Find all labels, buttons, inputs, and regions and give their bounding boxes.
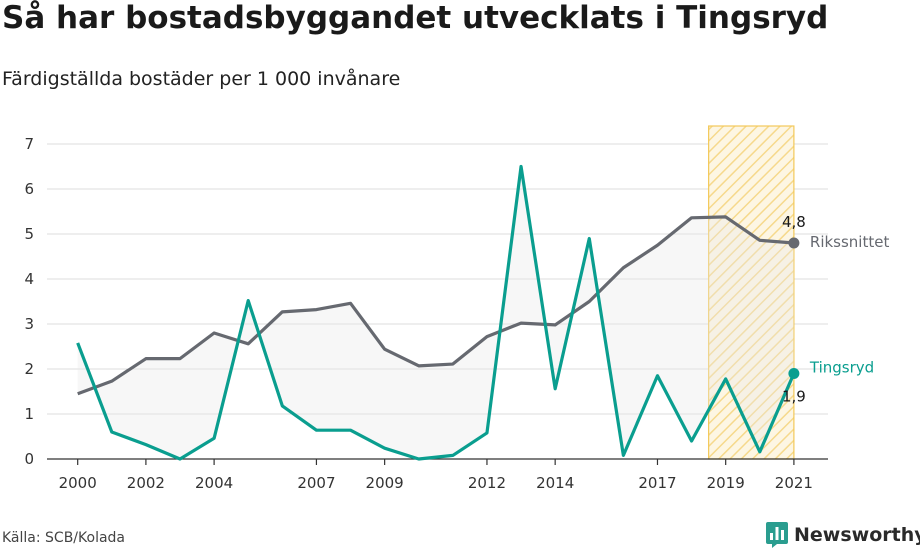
source-note: Källa: SCB/Kolada: [2, 530, 126, 546]
x-tick-label: 2000: [59, 474, 97, 492]
series-line-tingsryd: [76, 164, 796, 461]
series: [76, 164, 800, 461]
y-tick-label: 3: [24, 315, 34, 333]
y-tick-label: 7: [24, 135, 34, 153]
x-tick-label: 2014: [536, 474, 574, 492]
x-tick-label: 2007: [297, 474, 335, 492]
series-line-riket: [77, 215, 795, 396]
difference-fill: [77, 166, 794, 459]
area-between-series: [77, 166, 794, 459]
grid: [47, 143, 828, 415]
series-name-riket: Rikssnittet: [810, 233, 890, 251]
x-tick-label: 2012: [468, 474, 506, 492]
y-tick-label: 4: [24, 270, 34, 288]
x-tick-label: 2004: [195, 474, 233, 492]
x-tick-label: 2002: [127, 474, 165, 492]
newsworthy-logo-icon: [766, 522, 788, 548]
chart-title: Så har bostadsbyggandet utvecklats i Tin…: [2, 0, 829, 36]
end-value-tingsryd: 1,9: [782, 388, 806, 406]
x-tick-label: 2019: [707, 474, 745, 492]
x-tick-label: 2009: [366, 474, 404, 492]
brand-name: Newsworthy: [794, 524, 920, 546]
axes: 0 1 2 3 4 5 6 7 2000 2002 2004 2007 2009 2012 2014 2017…: [24, 135, 828, 492]
brand-logo: Newsworthy: [765, 521, 920, 549]
chart-subtitle: Färdigställda bostäder per 1 000 invånar…: [2, 68, 401, 90]
y-tick-label: 6: [24, 180, 34, 198]
y-tick-label: 0: [24, 450, 34, 468]
end-marker-tingsryd: [788, 368, 800, 379]
y-tick-label: 1: [24, 405, 34, 423]
x-tick-label: 2021: [775, 474, 813, 492]
end-marker-riket: [788, 237, 800, 249]
y-tick-label: 5: [24, 225, 34, 243]
x-tick-label: 2017: [638, 474, 676, 492]
end-value-riket: 4,8: [782, 213, 806, 231]
series-name-tingsryd: Tingsryd: [809, 359, 874, 377]
y-tick-label: 2: [24, 360, 34, 378]
